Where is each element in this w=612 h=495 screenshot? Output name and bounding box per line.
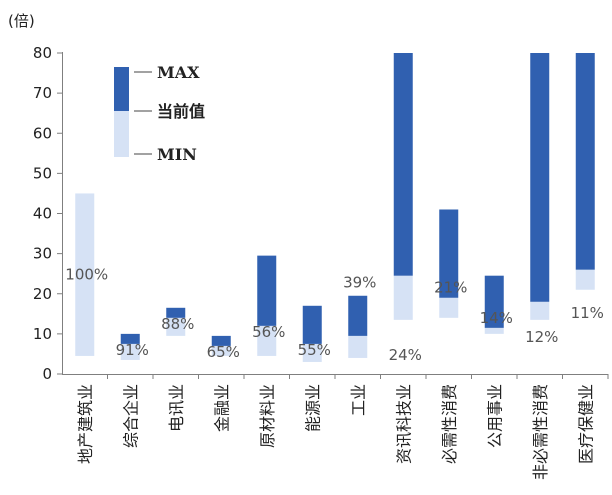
percentile-label: 65%	[207, 343, 240, 361]
percentile-label: 55%	[298, 341, 331, 359]
category-label: 医疗保健业	[576, 384, 595, 464]
y-tick-label: 0	[42, 365, 52, 383]
legend-label-min: MIN	[157, 145, 197, 164]
bar-series	[75, 53, 595, 374]
bar-min-segment	[530, 319, 550, 374]
bar-min-segment	[439, 317, 459, 374]
bar-min-segment	[75, 355, 95, 374]
bar-current-segment	[393, 275, 413, 320]
y-tick-label: 30	[33, 245, 52, 263]
bar-min-segment	[166, 335, 186, 374]
bar-max-segment	[393, 53, 413, 276]
percentile-label: 12%	[525, 328, 558, 346]
category-label: 非必需性消费	[531, 384, 550, 480]
bar-max-segment	[348, 295, 368, 336]
legend-label-current: 当前值	[157, 102, 205, 121]
legend: MAX 当前值 MIN	[114, 63, 205, 164]
category-label: 能源业	[303, 384, 322, 432]
percentile-labels: 100% 91% 88% 65% 56% 55% 39% 24% 21% 14% 12% 11%	[65, 266, 604, 364]
y-tick-label: 60	[33, 124, 52, 142]
bar-max-segment	[211, 335, 231, 346]
y-tick-label: 70	[33, 84, 52, 102]
bar-min-segment	[348, 357, 368, 374]
percentile-label: 21%	[434, 279, 467, 297]
bar-max-segment	[439, 209, 459, 298]
bar-max-segment	[575, 53, 595, 270]
legend-swatch-max	[114, 67, 129, 111]
bar-current-segment	[302, 343, 322, 362]
y-tick-label: 50	[33, 164, 52, 182]
bar-min-segment	[484, 333, 504, 374]
bar-max-segment	[530, 53, 550, 302]
bar-current-segment	[257, 325, 277, 356]
percentile-label: 14%	[480, 309, 513, 327]
y-tick-label: 10	[33, 325, 52, 343]
y-tick-label: 20	[33, 285, 52, 303]
y-axis-unit-label: (倍)	[8, 12, 35, 30]
bar-min-segment	[302, 361, 322, 374]
percentile-label: 24%	[389, 346, 422, 364]
bar-max-segment	[484, 275, 504, 328]
bar-max-segment	[120, 333, 140, 344]
bar-min-segment	[575, 289, 595, 374]
y-tick-label: 80	[33, 44, 52, 62]
percentile-label: 100%	[65, 266, 108, 284]
bar-min-segment	[120, 359, 140, 374]
bar-current-segment	[575, 269, 595, 290]
bar-current-segment	[348, 335, 368, 358]
bar-max-segment	[166, 307, 186, 318]
bar-current-segment	[439, 297, 459, 318]
category-label: 电讯业	[167, 384, 186, 432]
bar-current-segment	[530, 301, 550, 320]
percentile-label: 39%	[343, 274, 376, 292]
category-label: 资讯科技业	[394, 384, 413, 464]
y-tick-label: 40	[33, 205, 52, 223]
category-label: 综合企业	[121, 384, 140, 448]
category-label: 工业	[349, 384, 368, 416]
bar-current-segment	[75, 193, 95, 356]
bar-min-segment	[211, 355, 231, 374]
category-label: 地产建筑业	[76, 384, 95, 464]
category-label: 金融业	[212, 384, 231, 432]
category-label: 公用事业	[485, 384, 504, 448]
bar-current-segment	[166, 317, 186, 336]
legend-label-max: MAX	[157, 63, 200, 82]
percentile-label: 11%	[571, 304, 604, 322]
bar-current-segment	[484, 327, 504, 334]
percentile-label: 88%	[161, 315, 194, 333]
bar-max-segment	[257, 255, 277, 326]
bar-max-segment	[302, 305, 322, 344]
y-axis-ticks: 0 10 20 30 40 50 60 70 80	[33, 44, 62, 383]
bar-current-segment	[211, 345, 231, 356]
percentile-label: 56%	[252, 323, 285, 341]
bar-min-segment	[257, 355, 277, 374]
category-label: 原材料业	[258, 384, 277, 448]
category-label: 必需性消费	[440, 384, 459, 464]
percentile-label: 91%	[116, 341, 149, 359]
legend-swatch-current	[114, 111, 129, 157]
bar-min-segment	[393, 319, 413, 374]
bar-current-segment	[120, 343, 140, 360]
category-labels: 地产建筑业 综合企业 电讯业 金融业 原材料业 能源业 工业 资讯科技业 必需性消费 公用事业 非必…	[76, 374, 609, 480]
